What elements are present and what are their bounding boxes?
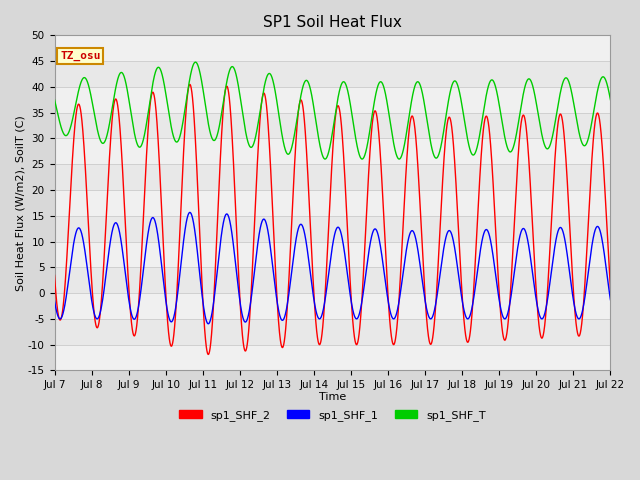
Bar [54,138,611,164]
Bar [54,36,611,61]
Legend: sp1_SHF_2, sp1_SHF_1, sp1_SHF_T: sp1_SHF_2, sp1_SHF_1, sp1_SHF_T [175,406,490,425]
X-axis label: Time: Time [319,392,346,402]
Bar [54,87,611,113]
Title: SP1 Soil Heat Flux: SP1 Soil Heat Flux [263,15,402,30]
Bar [54,293,611,319]
Text: TZ_osu: TZ_osu [60,51,100,61]
Y-axis label: Soil Heat Flux (W/m2), SoilT (C): Soil Heat Flux (W/m2), SoilT (C) [15,115,25,291]
Bar [54,190,611,216]
Bar [54,345,611,371]
Bar [54,241,611,267]
